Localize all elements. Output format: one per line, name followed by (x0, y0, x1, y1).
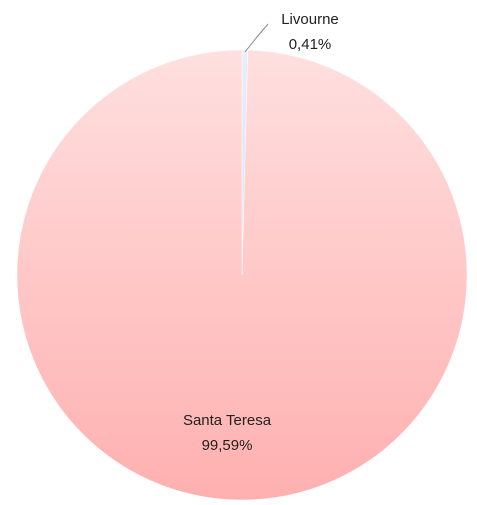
slice-value-label: 0,41% (289, 36, 332, 53)
slice-label: Livourne (281, 11, 339, 28)
leader-line (244, 23, 269, 53)
slice-label: Santa Teresa (183, 412, 272, 429)
slice-value-label: 99,59% (202, 437, 253, 454)
pie-slice (16, 49, 468, 501)
